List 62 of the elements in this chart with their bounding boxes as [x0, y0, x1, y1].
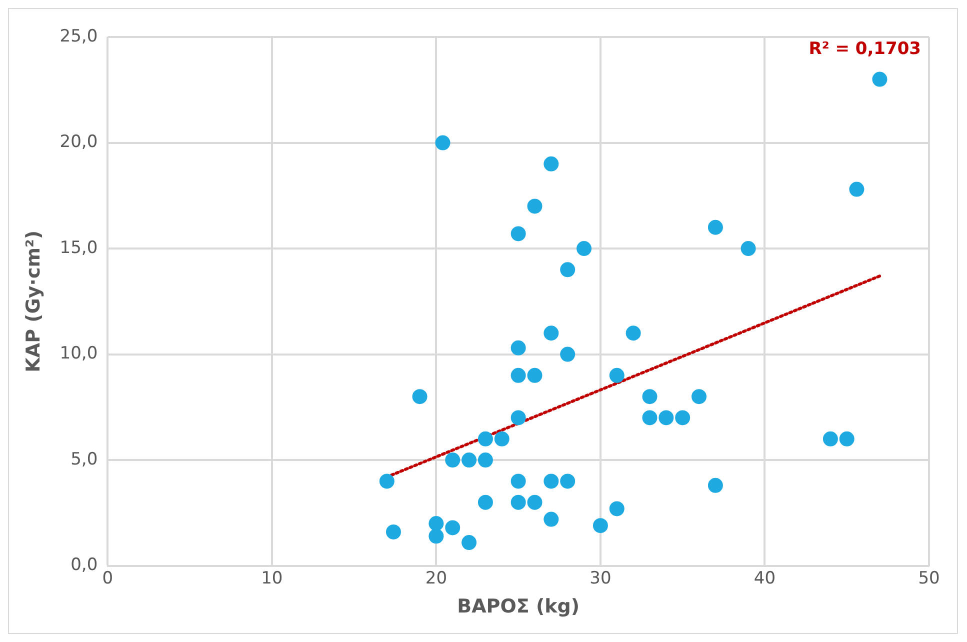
- point: [560, 262, 576, 278]
- point: [708, 220, 723, 235]
- point: [428, 516, 444, 531]
- point: [478, 431, 493, 446]
- point: [510, 494, 526, 510]
- point: [708, 478, 723, 493]
- point: [527, 494, 542, 510]
- point: [576, 241, 592, 256]
- x-tick-label: 0: [102, 568, 114, 588]
- point: [592, 518, 608, 534]
- point: [478, 452, 493, 468]
- point: [478, 494, 493, 510]
- point: [658, 410, 674, 426]
- point: [740, 241, 756, 256]
- point: [560, 346, 576, 362]
- point: [379, 474, 394, 489]
- point: [609, 368, 624, 383]
- x-tick-label: 10: [261, 568, 283, 588]
- point: [609, 501, 624, 516]
- point: [544, 156, 559, 172]
- x-tick-label: 20: [425, 568, 448, 588]
- point: [412, 389, 428, 404]
- point: [675, 410, 690, 426]
- point: [527, 368, 542, 383]
- point: [872, 72, 888, 87]
- point: [544, 512, 559, 527]
- point: [462, 535, 477, 550]
- point: [510, 368, 526, 383]
- y-tick-label: 25,0: [60, 26, 98, 46]
- point: [445, 452, 460, 468]
- point: [435, 135, 450, 150]
- y-tick-label: 20,0: [60, 132, 98, 152]
- point: [428, 528, 444, 544]
- point: [822, 431, 838, 446]
- point: [510, 410, 526, 426]
- point: [642, 389, 658, 404]
- point: [544, 474, 559, 489]
- x-axis-title: ΒΑΡΟΣ (kg): [457, 596, 580, 618]
- x-tick-label: 30: [590, 568, 612, 588]
- point: [510, 340, 526, 356]
- y-axis-title: KAP (Gy·cm²): [22, 230, 44, 372]
- x-tick-label: 50: [918, 568, 940, 588]
- y-tick-label: 10,0: [60, 344, 98, 364]
- point: [560, 474, 576, 489]
- point: [510, 226, 526, 242]
- point: [527, 198, 542, 214]
- y-tick-label: 0,0: [70, 555, 98, 576]
- point: [494, 431, 510, 446]
- y-tick-label: 15,0: [60, 238, 98, 258]
- point: [692, 389, 707, 404]
- point: [849, 182, 864, 197]
- point: [386, 524, 401, 540]
- annotation: R² = 0,1703: [808, 38, 921, 59]
- x-tick-label: 40: [754, 568, 776, 588]
- point: [544, 326, 559, 341]
- point: [462, 452, 477, 468]
- point: [445, 520, 460, 536]
- point: [510, 474, 526, 489]
- point: [642, 410, 658, 426]
- point: [626, 326, 641, 341]
- point: [839, 431, 854, 446]
- y-tick-label: 5,0: [70, 449, 98, 470]
